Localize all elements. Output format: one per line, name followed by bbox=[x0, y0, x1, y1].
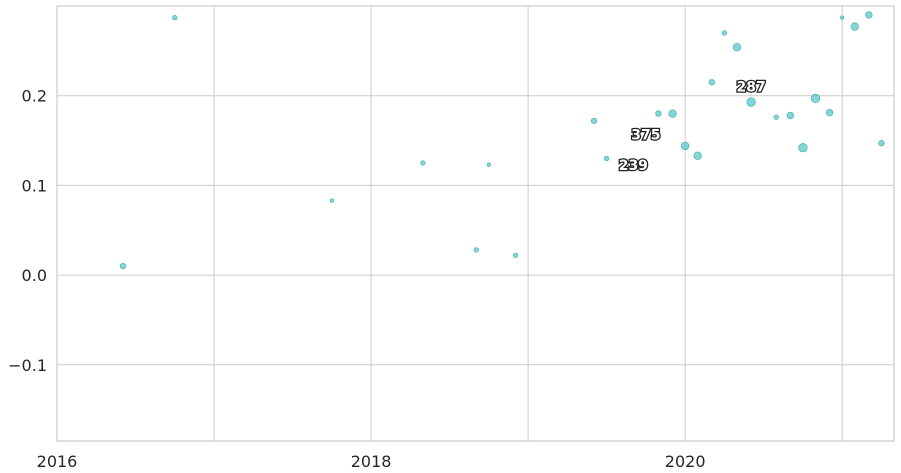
data-points bbox=[119, 11, 885, 270]
data-point bbox=[878, 140, 885, 147]
grid-lines bbox=[56, 6, 894, 441]
data-point bbox=[681, 141, 690, 151]
x-tick-labels: 2016 2018 2020 bbox=[37, 452, 706, 471]
y-tick-label: 0.2 bbox=[22, 87, 47, 106]
data-point bbox=[773, 114, 779, 120]
data-point bbox=[865, 11, 873, 19]
x-tick-label: 2018 bbox=[351, 452, 392, 471]
y-tick-label: 0.0 bbox=[22, 266, 47, 285]
y-tick-labels: −0.1 0.0 0.1 0.2 bbox=[8, 87, 47, 375]
data-point bbox=[172, 15, 178, 21]
point-annotation: 239 bbox=[619, 158, 648, 174]
data-point bbox=[746, 97, 756, 107]
data-point bbox=[473, 247, 479, 253]
data-point bbox=[420, 160, 426, 166]
point-annotation: 287 bbox=[736, 80, 765, 96]
data-point bbox=[721, 30, 728, 36]
data-point bbox=[786, 111, 794, 120]
data-point bbox=[590, 117, 598, 124]
data-point bbox=[486, 162, 491, 167]
data-point bbox=[512, 252, 519, 258]
data-point bbox=[693, 151, 702, 160]
data-point bbox=[668, 109, 677, 118]
data-point bbox=[119, 263, 127, 270]
data-point bbox=[708, 79, 715, 86]
y-tick-label: 0.1 bbox=[22, 176, 47, 195]
point-annotations: 287 375 239 bbox=[617, 78, 767, 175]
data-point bbox=[329, 198, 334, 203]
data-point bbox=[810, 93, 821, 103]
x-tick-label: 2016 bbox=[37, 452, 78, 471]
y-tick-label: −0.1 bbox=[8, 356, 47, 375]
data-point bbox=[850, 22, 859, 31]
data-point bbox=[655, 110, 662, 117]
data-point bbox=[826, 109, 834, 117]
data-point bbox=[798, 143, 808, 153]
plot-frame bbox=[56, 5, 895, 442]
data-point bbox=[732, 43, 742, 52]
data-point bbox=[840, 15, 845, 20]
data-point bbox=[604, 155, 610, 162]
x-tick-label: 2020 bbox=[665, 452, 706, 471]
point-annotation: 375 bbox=[631, 127, 660, 143]
